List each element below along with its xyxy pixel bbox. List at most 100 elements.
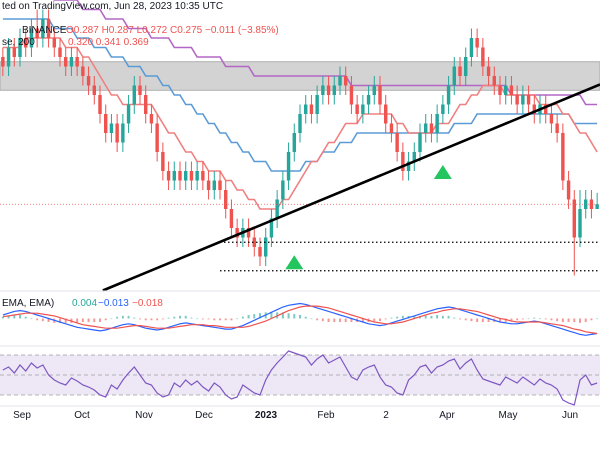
macd-histogram-bar: [481, 318, 484, 323]
macd-histogram-bar: [207, 318, 210, 320]
candle-body: [161, 152, 165, 171]
x-tick-label: Apr: [439, 410, 455, 421]
macd-histogram-bar: [121, 315, 124, 319]
candle-body: [286, 152, 291, 181]
candle: [298, 104, 302, 143]
candle: [212, 171, 216, 200]
candle-body: [429, 123, 434, 133]
candle-body: [258, 247, 262, 257]
candle: [12, 38, 16, 67]
candle-body: [578, 209, 582, 238]
candle: [6, 38, 11, 76]
candle-body: [361, 104, 365, 114]
candle: [344, 66, 348, 95]
candle: [332, 76, 336, 105]
candle: [464, 47, 468, 86]
macd-histogram-bar: [133, 317, 136, 319]
candle: [492, 66, 496, 95]
macd-histogram-bar: [270, 312, 273, 319]
x-tick-label: Dec: [195, 410, 213, 421]
candle-body: [149, 114, 154, 124]
macd-histogram-bar: [59, 318, 61, 323]
candle-body: [235, 228, 239, 238]
candle-body: [138, 85, 142, 95]
candle-body: [201, 171, 205, 181]
candle: [486, 57, 491, 86]
candle: [338, 66, 342, 95]
candle: [418, 123, 422, 162]
candle: [41, 9, 45, 48]
macd-histogram-bar: [590, 318, 593, 321]
candle: [349, 76, 354, 114]
candle: [515, 85, 519, 114]
macd-histogram-bar: [584, 318, 587, 323]
candle-body: [115, 123, 119, 143]
candle-body: [75, 57, 79, 67]
macd-histogram-bar: [13, 314, 16, 319]
candle-body: [498, 85, 502, 95]
candle: [269, 209, 274, 247]
candle: [46, 9, 51, 48]
macd-histogram-bar: [424, 315, 427, 319]
candle-body: [418, 133, 422, 152]
macd-histogram-bar: [236, 318, 239, 320]
macd-histogram-bar: [156, 318, 159, 321]
x-tick-label: Oct: [74, 410, 90, 421]
macd-histogram-bar: [476, 318, 479, 323]
candle: [189, 161, 194, 190]
candle: [504, 76, 508, 105]
candle: [264, 228, 268, 266]
macd-signal-line: [2, 305, 598, 335]
candle-body: [395, 133, 399, 152]
candle: [321, 76, 325, 105]
candle: [366, 85, 371, 114]
candle: [578, 190, 582, 247]
candle-body: [309, 104, 314, 114]
macd-histogram-bar: [470, 318, 473, 322]
candle: [544, 95, 548, 124]
macd-histogram-bar: [241, 316, 244, 319]
macd-histogram-bar: [287, 313, 290, 319]
candle: [98, 85, 102, 124]
support-triangle: [433, 165, 452, 179]
ma-100-line: [2, 18, 598, 172]
macd-histogram-bar: [539, 318, 541, 320]
candle: [104, 104, 108, 143]
macd-histogram-bar: [24, 316, 27, 319]
macd-histogram-bar: [436, 314, 439, 319]
candle: [195, 161, 199, 190]
candle: [201, 161, 205, 190]
candle: [206, 171, 211, 200]
macd-histogram-bar: [556, 318, 559, 322]
candle: [424, 114, 428, 143]
candle-body: [486, 66, 491, 76]
macd-histogram-bar: [327, 318, 330, 323]
macd-histogram-bar: [344, 318, 347, 323]
macd-histogram-bar: [247, 314, 250, 319]
macd-histogram-bar: [401, 315, 404, 319]
x-tick-label: Sep: [13, 410, 31, 421]
candle-body: [406, 161, 411, 171]
candle-body: [366, 95, 371, 105]
macd-histogram-bar: [281, 312, 284, 319]
header-ma-values: 0.320 0.341 0.369: [68, 37, 149, 48]
macd-histogram-bar: [453, 317, 456, 319]
candle-body: [92, 85, 96, 95]
header-line-1: ted on TradingView.com, Jun 28, 2023 10:…: [2, 1, 223, 12]
candle-body: [355, 104, 359, 114]
macd-histogram-bar: [390, 317, 393, 319]
macd-histogram-bar: [533, 317, 536, 319]
candle: [572, 190, 576, 276]
candle-body: [561, 133, 565, 181]
candle-body: [515, 95, 519, 105]
candle: [161, 142, 165, 181]
macd-histogram-bar: [521, 318, 524, 320]
candle-body: [109, 123, 114, 133]
candle: [566, 171, 571, 209]
candle-body: [218, 180, 222, 190]
macd-value-histogram: 0.004: [72, 298, 97, 309]
macd-histogram-bar: [464, 318, 467, 321]
candle: [521, 85, 525, 114]
macd-histogram-bar: [87, 318, 90, 323]
header-exchange: BINANCE: [22, 25, 67, 36]
